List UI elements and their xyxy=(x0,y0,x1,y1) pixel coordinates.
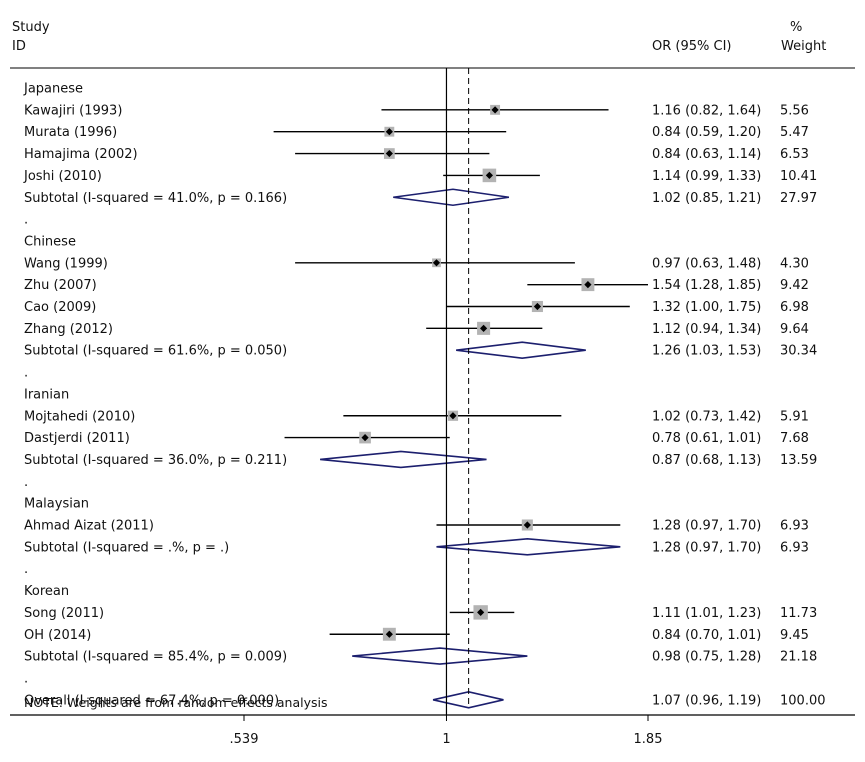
study-weight: 6.53 xyxy=(780,147,809,162)
study-ci-text: 0.84 (0.70, 1.01) xyxy=(652,628,761,643)
header-effect: OR (95% CI) xyxy=(652,39,731,54)
subtotal-weight: 6.93 xyxy=(780,540,809,555)
study-weight: 6.93 xyxy=(780,519,809,534)
x-axis-ticks: .539 1 1.85 xyxy=(230,715,663,747)
study-label: Song (2011) xyxy=(24,606,104,621)
subtotal-weight: 13.59 xyxy=(780,453,817,468)
study-label: Mojtahedi (2010) xyxy=(24,409,135,424)
group-label: Chinese xyxy=(24,234,76,249)
overall-label: Overall (I-squared = 67.4%, p = 0.000) xyxy=(24,693,279,708)
point-estimate xyxy=(385,630,393,638)
group-label: Iranian xyxy=(24,387,69,402)
group-label: Malaysian xyxy=(24,497,89,512)
point-estimate xyxy=(432,259,441,267)
x-tick-label: .539 xyxy=(230,732,259,747)
study-weight: 4.30 xyxy=(780,256,809,271)
study-ci-text: 1.32 (1.00, 1.75) xyxy=(652,300,761,315)
subtotal-ci-text: 1.28 (0.97, 1.70) xyxy=(652,540,761,555)
subtotal-diamond xyxy=(352,647,528,665)
subtotal-diamond xyxy=(456,341,586,360)
study-weight: 9.64 xyxy=(780,322,809,337)
study-label: Zhu (2007) xyxy=(24,278,97,293)
spacer-label: . xyxy=(24,475,28,490)
subtotal-ci-text: 0.98 (0.75, 1.28) xyxy=(652,650,761,665)
point-estimate xyxy=(485,171,493,179)
subtotal-weight: 21.18 xyxy=(780,650,817,665)
subtotal-diamond xyxy=(436,538,621,556)
study-label: Kawajiri (1993) xyxy=(24,103,122,118)
point-estimate xyxy=(385,149,393,158)
point-estimate xyxy=(477,608,485,616)
point-estimate xyxy=(361,434,369,442)
study-ci-text: 0.97 (0.63, 1.48) xyxy=(652,256,761,271)
study-ci-text: 0.84 (0.59, 1.20) xyxy=(652,125,761,140)
study-ci-text: 0.78 (0.61, 1.01) xyxy=(652,431,761,446)
study-weight: 5.56 xyxy=(780,103,809,118)
subtotal-label: Subtotal (I-squared = 85.4%, p = 0.009) xyxy=(24,650,287,665)
point-estimate xyxy=(584,281,592,289)
study-label: Ahmad Aizat (2011) xyxy=(24,519,154,534)
subtotal-label: Subtotal (I-squared = 61.6%, p = 0.050) xyxy=(24,344,287,359)
subtotal-ci-text: 1.02 (0.85, 1.21) xyxy=(652,191,761,206)
spacer-label: . xyxy=(24,562,28,577)
subtotal-diamond xyxy=(320,450,487,469)
subtotal-ci-text: 1.26 (1.03, 1.53) xyxy=(652,344,761,359)
subtotal-label: Subtotal (I-squared = 41.0%, p = 0.166) xyxy=(24,191,287,206)
x-tick-label: 1 xyxy=(442,732,450,747)
study-ci-text: 1.02 (0.73, 1.42) xyxy=(652,409,761,424)
study-ci-text: 1.14 (0.99, 1.33) xyxy=(652,169,761,184)
forest-rows: Japanese Kawajiri (1993) 1.16 (0.82, 1.64)… xyxy=(23,82,826,709)
group-label: Japanese xyxy=(23,82,83,97)
overall-ci-text: 1.07 (0.96, 1.19) xyxy=(652,693,761,708)
point-estimate xyxy=(491,106,499,114)
header-id: ID xyxy=(12,39,26,54)
study-weight: 9.45 xyxy=(780,628,809,643)
point-estimate xyxy=(533,302,542,311)
study-label: OH (2014) xyxy=(24,628,91,643)
footnote: NOTE: Weights are from random effects an… xyxy=(24,695,328,710)
study-ci-text: 1.11 (1.01, 1.23) xyxy=(652,606,761,621)
study-ci-text: 1.12 (0.94, 1.34) xyxy=(652,322,761,337)
study-ci-text: 0.84 (0.63, 1.14) xyxy=(652,147,761,162)
subtotal-ci-text: 0.87 (0.68, 1.13) xyxy=(652,453,761,468)
point-estimate xyxy=(479,324,488,332)
spacer-label: . xyxy=(24,213,28,228)
spacer-label: . xyxy=(24,366,28,381)
overall-weight: 100.00 xyxy=(780,693,826,708)
study-label: Murata (1996) xyxy=(24,125,117,140)
subtotal-diamond xyxy=(393,188,510,207)
header-weight-pct: % xyxy=(790,20,802,35)
spacer-label: . xyxy=(24,671,28,686)
plot-header: Study ID OR (95% CI) % Weight xyxy=(12,20,826,54)
group-label: Korean xyxy=(24,584,69,599)
study-label: Hamajima (2002) xyxy=(24,147,138,162)
study-weight: 6.98 xyxy=(780,300,809,315)
study-ci-text: 1.54 (1.28, 1.85) xyxy=(652,278,761,293)
header-weight: Weight xyxy=(781,39,826,54)
point-estimate xyxy=(449,412,457,420)
study-weight: 7.68 xyxy=(780,431,809,446)
subtotal-weight: 30.34 xyxy=(780,344,817,359)
subtotal-label: Subtotal (I-squared = 36.0%, p = 0.211) xyxy=(24,453,287,468)
study-ci-text: 1.16 (0.82, 1.64) xyxy=(652,103,761,118)
study-label: Dastjerdi (2011) xyxy=(24,431,130,446)
subtotal-weight: 27.97 xyxy=(780,191,817,206)
point-estimate xyxy=(385,128,393,136)
study-weight: 5.91 xyxy=(780,409,809,424)
study-weight: 11.73 xyxy=(780,606,817,621)
study-label: Zhang (2012) xyxy=(24,322,113,337)
point-estimate xyxy=(523,521,531,529)
x-tick-label: 1.85 xyxy=(634,732,663,747)
study-ci-text: 1.28 (0.97, 1.70) xyxy=(652,519,761,534)
study-weight: 5.47 xyxy=(780,125,809,140)
study-weight: 10.41 xyxy=(780,169,817,184)
study-label: Joshi (2010) xyxy=(23,169,102,184)
subtotal-label: Subtotal (I-squared = .%, p = .) xyxy=(24,540,229,555)
study-label: Wang (1999) xyxy=(24,256,108,271)
study-weight: 9.42 xyxy=(780,278,809,293)
header-study: Study xyxy=(12,20,50,35)
study-label: Cao (2009) xyxy=(24,300,96,315)
